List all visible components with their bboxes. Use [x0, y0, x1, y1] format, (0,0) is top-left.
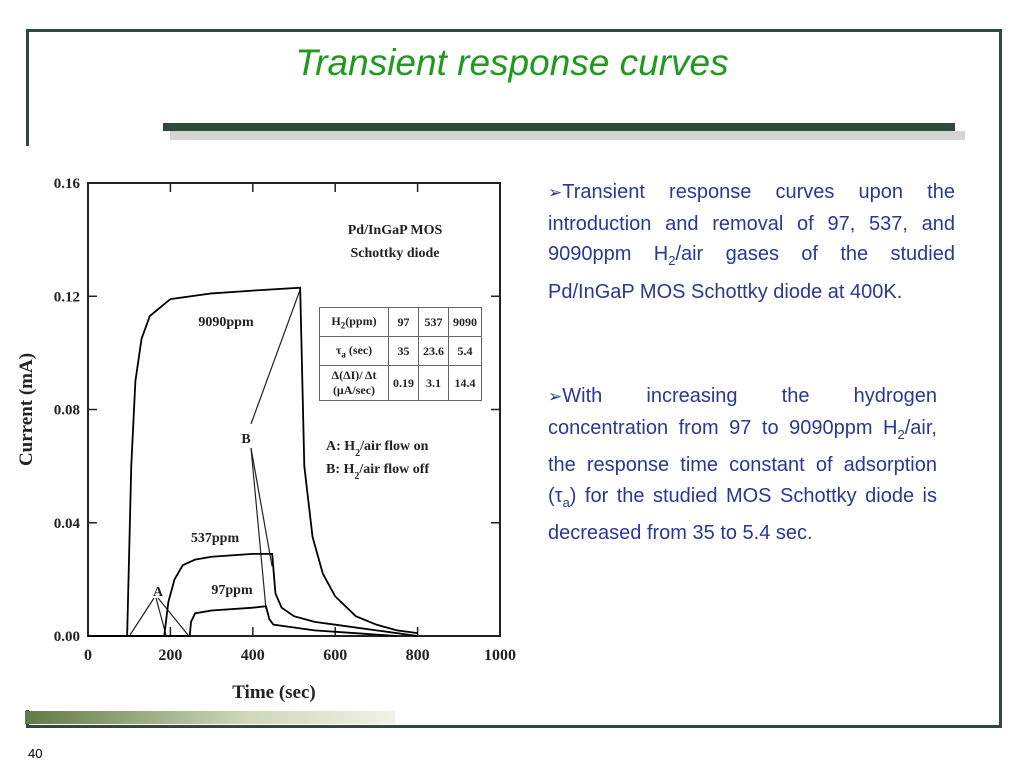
table-cell: 9090	[448, 307, 482, 337]
slide-title: Transient response curves	[295, 42, 729, 83]
x-tick-label: 400	[241, 647, 265, 664]
text-run: With increasing the hydrogen concentrati…	[548, 385, 937, 439]
text-run: H	[331, 313, 341, 328]
table-cell: 23.6	[418, 336, 449, 366]
table-row: Δ(ΔI)/ Δt (μA/sec) 0.19 3.1 14.4	[319, 365, 482, 401]
text-run: B: H	[326, 462, 355, 477]
footer-strip	[25, 711, 395, 724]
table-row: H2(ppm) 97 537 9090	[319, 307, 482, 337]
series-line	[88, 286, 418, 637]
curve-label: 537ppm	[191, 531, 240, 546]
subscript: a	[341, 349, 346, 360]
title-bar	[163, 123, 955, 131]
table-header-cell: τa (sec)	[319, 336, 389, 366]
text-run: /air gases of the studied Pd/InGaP MOS S…	[548, 243, 955, 303]
y-tick-label: 0.00	[54, 629, 80, 645]
marker-label: A	[153, 585, 164, 600]
device-label: Schottky diode	[350, 246, 439, 261]
x-tick-label: 600	[323, 647, 347, 664]
subscript: 2	[354, 471, 359, 482]
table-row: τa (sec) 35 23.6 5.4	[319, 336, 482, 366]
arrow	[250, 289, 301, 425]
title-bar-shadow	[170, 131, 965, 140]
y-tick-label: 0.16	[54, 176, 81, 192]
arrow	[157, 597, 189, 636]
subscript: 2	[668, 253, 676, 268]
arrows	[129, 289, 301, 636]
arrow	[250, 447, 267, 610]
marker-label: B	[241, 432, 250, 447]
y-tick-label: 0.12	[54, 289, 80, 305]
chart: 0 200 400 600 800 1000 0.00 0.04 0.08 0.12 0.16 Tim…	[8, 146, 525, 710]
table-cell: 0.19	[388, 365, 419, 401]
parameter-table: H2(ppm) 97 537 9090 τa (sec) 35 23.6 5.4 Δ(ΔI)/ …	[319, 307, 482, 401]
text-run: /air flow on	[359, 439, 428, 454]
x-tick-label: 0	[84, 647, 92, 664]
x-tick-label: 800	[406, 647, 430, 664]
series-line	[88, 552, 418, 637]
curve-label: 97ppm	[211, 583, 253, 598]
subscript: 2	[897, 426, 905, 442]
curve-label: 9090ppm	[198, 315, 254, 330]
table-cell: 537	[418, 307, 449, 337]
table-cell: 14.4	[448, 365, 482, 401]
arrow	[250, 447, 273, 567]
y-tick-label: 0.04	[54, 516, 81, 532]
subscript: 2	[340, 320, 346, 331]
page-number: 40	[28, 746, 43, 761]
table-cell: 5.4	[448, 336, 482, 366]
bullet: Transient response curves upon the intro…	[548, 177, 955, 307]
table-cell: 3.1	[418, 365, 449, 401]
subscript: 2	[355, 448, 360, 459]
y-tick-label: 0.08	[54, 403, 80, 419]
text-run: /air, the response time constant of adso…	[548, 416, 937, 507]
x-tick-label: 200	[158, 647, 182, 664]
table-header-cell: Δ(ΔI)/ Δt (μA/sec)	[319, 365, 389, 401]
x-axis-label: Time (sec)	[232, 682, 316, 703]
table-header-cell: H2(ppm)	[319, 307, 389, 337]
text-run: (sec)	[345, 342, 373, 357]
text-run: (ppm)	[345, 313, 377, 328]
text-run: A: H	[326, 439, 355, 454]
subscript: a	[562, 494, 570, 510]
table-cell: 35	[388, 336, 419, 366]
x-tick-label: 1000	[484, 647, 516, 664]
bullet: With increasing the hydrogen concentrati…	[548, 381, 937, 549]
text-run: /air flow off	[358, 462, 429, 477]
device-label: Pd/InGaP MOS	[348, 223, 443, 238]
arrow	[129, 597, 155, 636]
text-run: τ	[335, 342, 342, 357]
series-line	[88, 605, 398, 637]
text-run: Transient response curves upon the intro…	[548, 181, 955, 265]
note: B: H2/air flow off	[326, 462, 429, 482]
table-cell: 97	[388, 307, 419, 337]
note: A: H2/air flow on	[326, 439, 429, 459]
y-axis-label: Current (mA)	[16, 353, 37, 466]
text-run: ) for the studied MOS Schottky diode is …	[548, 484, 937, 545]
